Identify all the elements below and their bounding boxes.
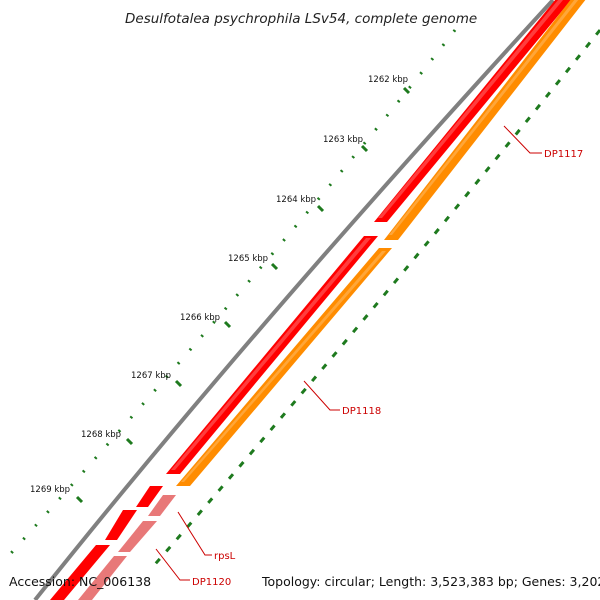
outer-tick-track [3,29,457,561]
tick-marks [75,86,411,504]
pink-segment-1 [148,495,176,516]
tick-label-1268: 1268 kbp [81,430,121,440]
reverse-cds-upper-highlight [389,0,579,235]
label-leaders [155,125,542,581]
tick-label-1266: 1266 kbp [180,313,220,323]
forward-cds-lower-1 [136,486,163,507]
tick-label-1264: 1264 kbp [276,195,316,205]
tick-label-1269: 1269 kbp [30,485,70,495]
topology-text: Topology: circular; Length: 3,523,383 bp… [261,574,600,589]
map-title: Desulfotalea psychrophila LSv54, complet… [125,11,477,27]
tick-label-1263: 1263 kbp [323,135,363,145]
forward-cds-middle-highlight [171,238,371,470]
tick-label-1262: 1262 kbp [368,75,408,85]
gene-label-rpsl[interactable]: rpsL [214,551,236,562]
gene-label-dp1120[interactable]: DP1120 [192,577,231,588]
inner-tick-track [148,29,600,571]
gene-label-dp1117[interactable]: DP1117 [544,149,583,160]
forward-cds-lower-3 [50,545,110,600]
forward-cds-upper-highlight [378,0,564,218]
genome-backbone [33,0,555,600]
accession-text: Accession: NC_006138 [9,574,151,589]
pink-segment-2 [118,521,157,552]
forward-cds-lower-2 [105,510,137,540]
tick-label-1265: 1265 kbp [228,254,268,264]
pink-segment-3 [78,556,127,600]
reverse-cds-lower-highlight [181,251,386,482]
gene-label-dp1118[interactable]: DP1118 [342,406,381,417]
tick-label-1267: 1267 kbp [131,371,171,381]
